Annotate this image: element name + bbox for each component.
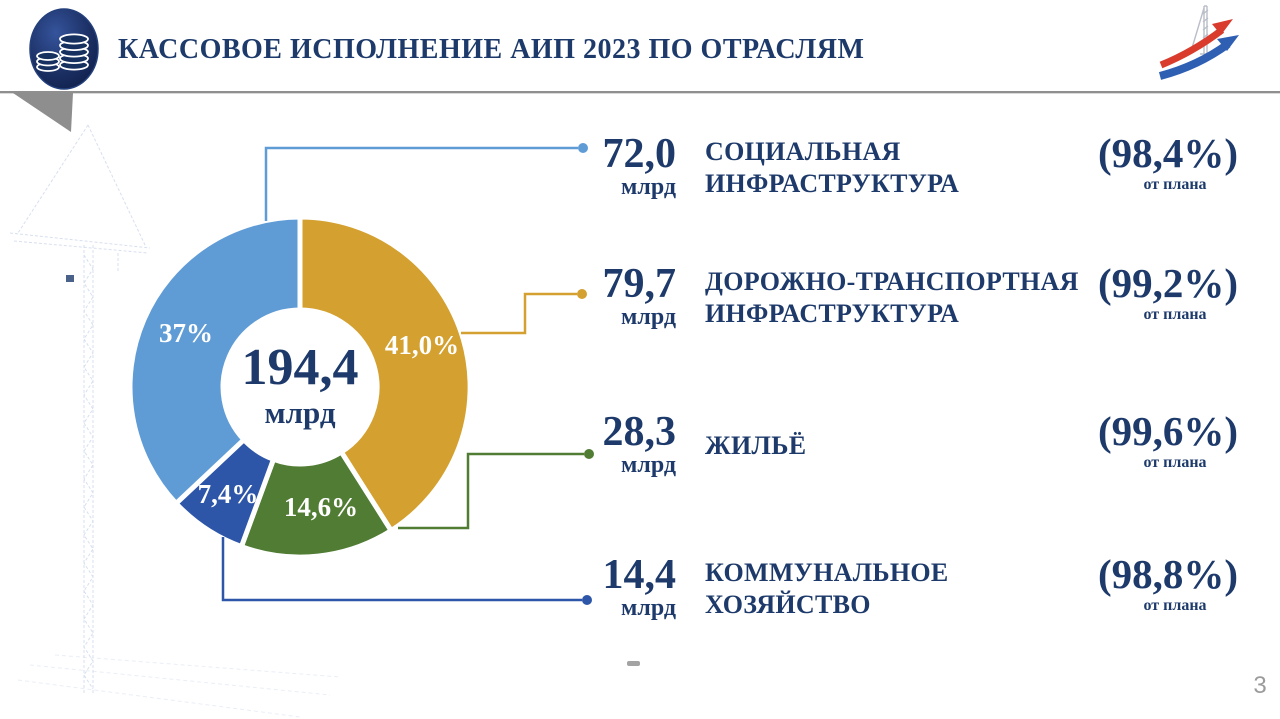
footer-dash xyxy=(627,661,640,666)
value-number: 28,3 xyxy=(602,409,677,455)
category-value: 72,0 млрд xyxy=(580,131,677,200)
category-label: СОЦИАЛЬНАЯ ИНФРАСТРУКТУРА xyxy=(705,130,1095,206)
value-unit: млрд xyxy=(621,595,676,621)
crane-arrow-logo xyxy=(1158,5,1239,80)
donut-slice-social xyxy=(127,214,303,507)
coins-stack-icon xyxy=(29,8,99,90)
percent-note: от плана xyxy=(1143,306,1207,323)
category-label-line2: ИНФРАСТРУКТУРА xyxy=(705,169,960,198)
category-value: 28,3 млрд xyxy=(580,409,677,478)
percent-note: от плана xyxy=(1143,176,1207,193)
category-value: 79,7 млрд xyxy=(580,261,677,330)
total-unit: млрд xyxy=(264,395,336,430)
category-label: КОММУНАЛЬНОЕ ХОЗЯЙСТВО xyxy=(705,551,1095,627)
value-unit: млрд xyxy=(621,174,676,200)
category-label: ДОРОЖНО-ТРАНСПОРТНАЯ ИНФРАСТРУКТУРА xyxy=(705,260,1095,336)
donut-chart xyxy=(127,214,473,560)
category-label-line1: КОММУНАЛЬНОЕ xyxy=(705,558,949,587)
value-unit: млрд xyxy=(621,452,676,478)
page-title: КАССОВОЕ ИСПОЛНЕНИЕ АИП 2023 ПО ОТРАСЛЯМ xyxy=(118,34,865,65)
category-label-line2: ХОЗЯЙСТВО xyxy=(705,590,871,619)
fold-corner xyxy=(13,93,73,132)
percent-note: от плана xyxy=(1143,597,1207,614)
category-row-social: 72,0 млрд СОЦИАЛЬНАЯ ИНФРАСТРУКТУРА (98,… xyxy=(580,130,1242,208)
header-divider xyxy=(0,91,1280,93)
category-percent: (98,4%) от плана xyxy=(1093,130,1243,194)
donut-center-total: 194,4 млрд xyxy=(200,340,400,430)
category-label-line1: ДОРОЖНО-ТРАНСПОРТНАЯ xyxy=(705,267,1079,296)
value-number: 72,0 xyxy=(602,131,677,177)
percent-value: (99,2%) xyxy=(1097,260,1239,306)
category-label: ЖИЛЬЁ xyxy=(705,408,1095,484)
value-unit: млрд xyxy=(621,304,676,330)
category-row-utilities: 14,4 млрд КОММУНАЛЬНОЕ ХОЗЯЙСТВО (98,8%)… xyxy=(580,551,1242,629)
page-number: 3 xyxy=(1253,672,1267,699)
category-label-line1: СОЦИАЛЬНАЯ xyxy=(705,137,901,166)
percent-note: от плана xyxy=(1143,454,1207,471)
category-percent: (98,8%) от плана xyxy=(1093,551,1243,615)
percent-value: (98,4%) xyxy=(1097,130,1239,176)
category-percent: (99,6%) от плана xyxy=(1093,408,1243,472)
percent-value: (99,6%) xyxy=(1097,408,1239,454)
percent-value: (98,8%) xyxy=(1097,551,1239,597)
donut-share-label-utilities: 7,4% xyxy=(197,479,259,509)
category-row-housing: 28,3 млрд ЖИЛЬЁ (99,6%) от плана xyxy=(580,408,1242,486)
value-number: 14,4 xyxy=(602,552,677,598)
donut-share-label-road: 41,0% xyxy=(384,330,460,360)
category-label-line1: ЖИЛЬЁ xyxy=(705,431,807,460)
donut-share-label-housing: 14,6% xyxy=(283,492,359,522)
total-value: 194,4 xyxy=(241,339,359,396)
category-row-road: 79,7 млрд ДОРОЖНО-ТРАНСПОРТНАЯ ИНФРАСТРУ… xyxy=(580,260,1242,338)
value-number: 79,7 xyxy=(602,261,677,307)
category-percent: (99,2%) от плана xyxy=(1093,260,1243,324)
donut-share-label-social: 37% xyxy=(159,318,213,348)
category-value: 14,4 млрд xyxy=(580,552,677,621)
category-label-line2: ИНФРАСТРУКТУРА xyxy=(705,299,960,328)
